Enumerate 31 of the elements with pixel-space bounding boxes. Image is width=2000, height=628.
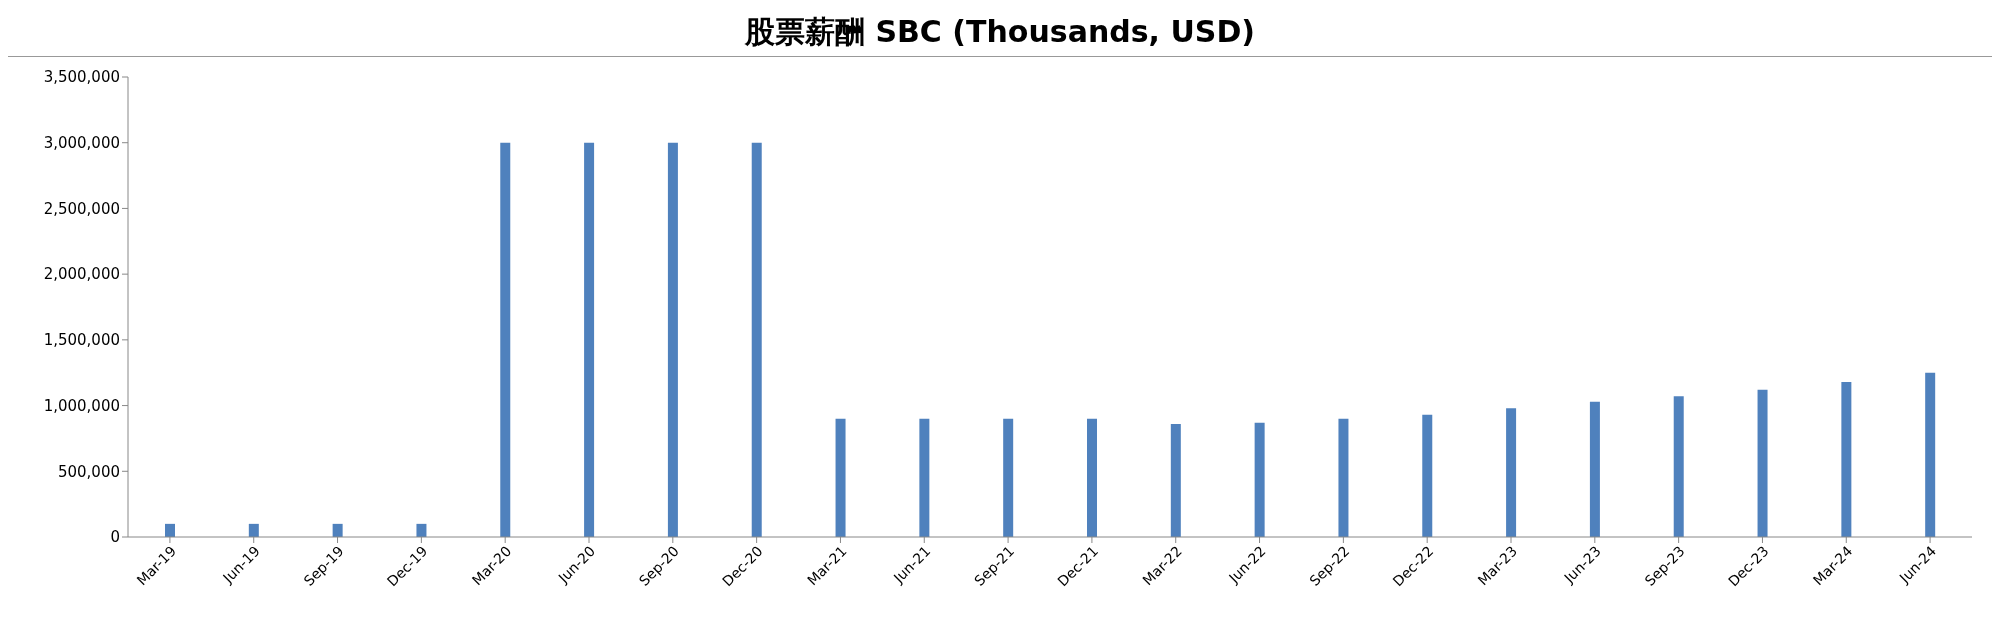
- bar: [165, 523, 175, 537]
- bar: [835, 418, 846, 537]
- bar: [1254, 422, 1265, 537]
- bar: [1338, 418, 1349, 537]
- y-tick-label: 2,000,000: [43, 265, 120, 284]
- bar: [1003, 418, 1014, 537]
- bar: [1841, 381, 1852, 537]
- y-tick-label: 2,500,000: [43, 199, 120, 218]
- bar: [332, 523, 343, 537]
- y-tick-label: 3,500,000: [43, 68, 120, 87]
- bar: [667, 142, 678, 537]
- bar: [919, 418, 930, 537]
- bar: [1506, 408, 1517, 537]
- bar: [1170, 423, 1181, 537]
- y-tick-label: 1,500,000: [43, 331, 120, 350]
- y-tick-label: 1,000,000: [43, 396, 120, 415]
- bar: [1589, 401, 1600, 537]
- bar: [1422, 414, 1433, 537]
- bar: [584, 142, 595, 537]
- y-tick-label: 3,000,000: [43, 134, 120, 153]
- bar: [416, 523, 427, 537]
- bar: [248, 523, 259, 537]
- bar: [1087, 418, 1097, 537]
- y-tick-label: 0: [110, 528, 120, 547]
- bar: [1673, 396, 1684, 537]
- bar: [500, 142, 511, 537]
- bar: [751, 142, 762, 537]
- bar: [1757, 389, 1768, 537]
- y-tick-label: 500,000: [57, 462, 120, 481]
- chart-title: 股票薪酬 SBC (Thousands, USD): [743, 13, 1257, 51]
- bar: [1925, 372, 1936, 537]
